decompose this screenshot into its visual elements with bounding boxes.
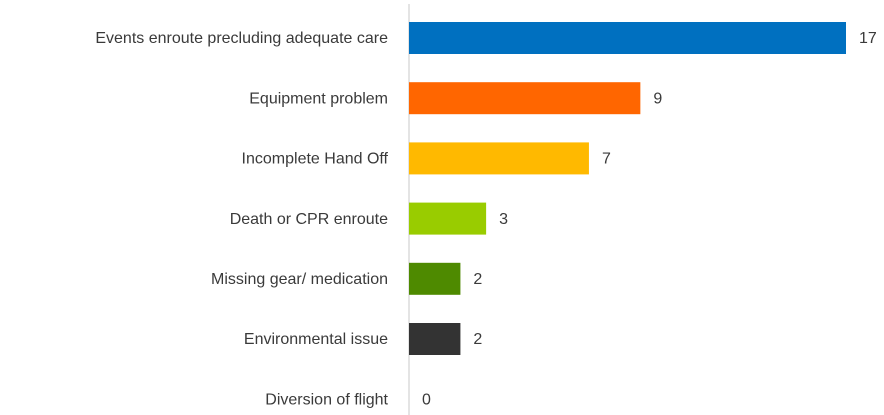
category-label: Equipment problem	[249, 90, 388, 107]
value-label: 9	[653, 90, 662, 107]
category-label: Diversion of flight	[265, 391, 388, 408]
category-label: Death or CPR enroute	[230, 211, 388, 228]
bar	[409, 323, 461, 355]
bar	[409, 22, 846, 54]
value-label: 17	[859, 30, 877, 47]
bar	[409, 262, 461, 295]
value-label: 7	[602, 151, 611, 168]
bar	[409, 142, 589, 175]
value-label: 0	[422, 391, 431, 408]
bar	[409, 202, 487, 235]
value-label: 2	[473, 271, 482, 288]
category-label: Incomplete Hand Off	[242, 151, 389, 168]
category-label: Events enroute precluding adequate care	[95, 30, 388, 47]
bar	[409, 82, 641, 115]
category-label: Missing gear/ medication	[211, 271, 388, 288]
category-label: Environmental issue	[244, 331, 388, 348]
value-label: 2	[473, 331, 482, 348]
value-label: 3	[499, 211, 508, 228]
